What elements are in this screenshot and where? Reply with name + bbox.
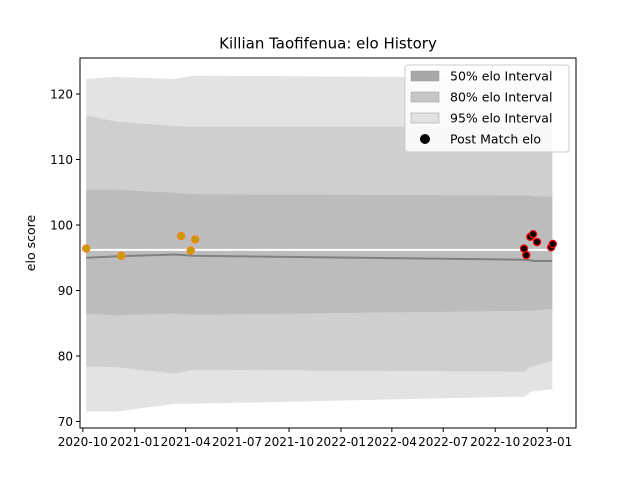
legend-swatch <box>410 91 440 103</box>
legend-frame <box>404 64 570 153</box>
plot-area <box>79 57 577 429</box>
post-match-elo-point <box>528 229 538 239</box>
y-tick-label: 110 <box>50 153 73 167</box>
mean-elo-line <box>86 253 553 263</box>
legend: 50% elo Interval 80% elo Interval 95% elo … <box>404 64 570 153</box>
y-tick-label: 80 <box>58 349 73 363</box>
legend-label: 50% elo Interval <box>450 69 552 84</box>
x-tick-label: 2022-04 <box>367 435 417 449</box>
legend-label: 80% elo Interval <box>450 90 552 105</box>
y-axis: 70 80 90 100 110 120 <box>50 88 80 429</box>
x-tick-label: 2021-07 <box>212 435 262 449</box>
legend-swatch <box>410 70 440 82</box>
y-tick-label: 100 <box>50 218 73 232</box>
x-axis: 2020-10 2021-01 2021-04 2021-07 2021-10 2022-… <box>58 428 572 449</box>
plot-frame <box>79 57 577 429</box>
x-tick-label: 2020-10 <box>58 435 108 449</box>
post-match-elo-point <box>532 237 542 247</box>
x-tick-label: 2022-01 <box>316 435 366 449</box>
post-match-elo-point <box>522 250 531 260</box>
x-tick-label: 2023-01 <box>522 435 572 449</box>
post-match-elo-point <box>548 239 558 249</box>
x-tick-label: 2021-01 <box>110 435 160 449</box>
y-tick-label: 120 <box>50 88 73 102</box>
band-50-interval <box>86 189 553 316</box>
post-match-elo-point <box>82 244 91 253</box>
x-tick-label: 2021-10 <box>264 435 314 449</box>
y-axis-label: elo score <box>23 215 38 272</box>
x-tick-label: 2021-04 <box>161 435 211 449</box>
legend-label: Post Match elo <box>450 132 541 147</box>
post-match-elo-point <box>176 231 186 241</box>
post-match-elo-point <box>186 246 195 255</box>
y-tick-label: 70 <box>58 415 73 429</box>
x-tick-label: 2022-10 <box>470 435 520 449</box>
chart-title: Killian Taofifenua: elo History <box>219 35 437 53</box>
post-match-elo-point <box>117 251 126 260</box>
post-match-elo-point <box>191 235 200 244</box>
legend-label: 95% elo Interval <box>450 111 552 126</box>
x-tick-label: 2022-07 <box>418 435 468 449</box>
y-tick-label: 90 <box>58 284 73 298</box>
legend-swatch <box>410 112 440 124</box>
legend-marker <box>420 134 430 144</box>
